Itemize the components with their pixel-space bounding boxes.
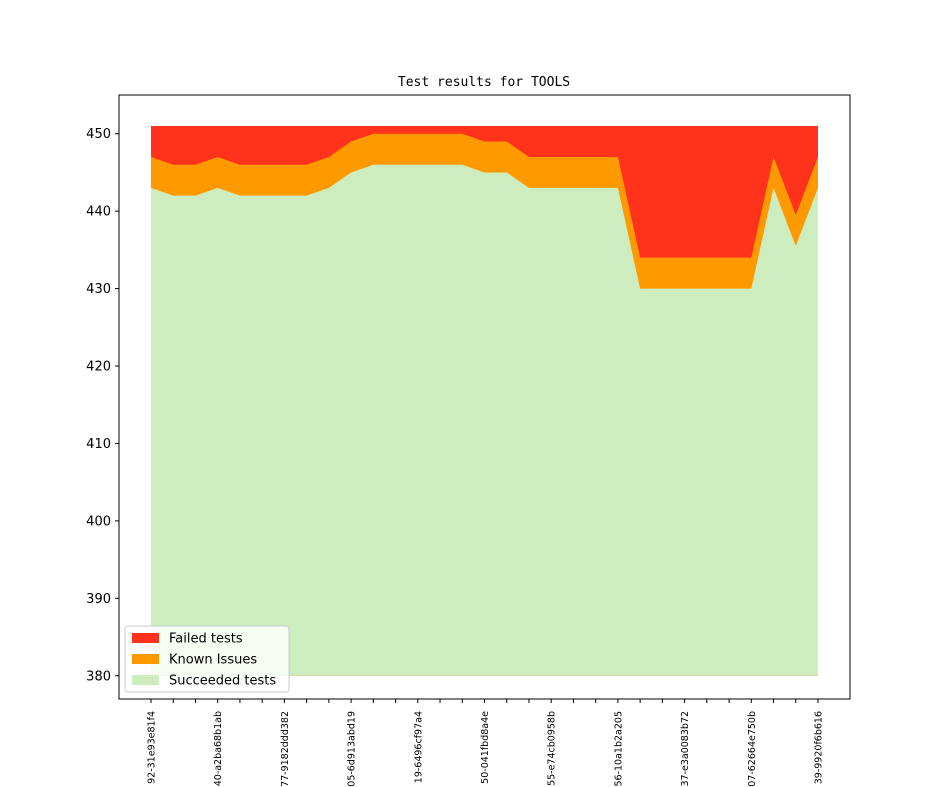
area-series-group bbox=[151, 125, 818, 676]
y-tick-label: 450 bbox=[86, 127, 111, 142]
x-tick-label: 05-6d913abd19 bbox=[347, 711, 358, 787]
chart-title: Test results for TOOLS bbox=[398, 75, 570, 90]
legend-label-failed-tests: Failed tests bbox=[169, 632, 243, 647]
legend-swatch-failed-tests bbox=[132, 633, 159, 643]
legend-label-known-issues: Known Issues bbox=[169, 653, 257, 668]
x-tick-label: 92-31e93e81f4 bbox=[147, 711, 158, 784]
legend-swatch-known-issues bbox=[132, 654, 159, 664]
y-tick-label: 410 bbox=[86, 437, 111, 452]
y-axis: 380 390 400 410 420 430 440 450 bbox=[86, 127, 119, 684]
x-tick-label: 56-10a1b2a205 bbox=[613, 711, 624, 787]
x-tick-label: 40-a2ba68b1ab bbox=[213, 711, 224, 786]
x-tick-label: 50-041fbd8a4e bbox=[480, 711, 491, 784]
x-axis: 92-31e93e81f4 40-a2ba68b1ab 77-9182ddd382 0… bbox=[147, 699, 825, 787]
y-tick-label: 400 bbox=[86, 514, 111, 529]
x-tick-label: 37-e3a0083b72 bbox=[680, 711, 691, 787]
legend-label-succeeded-tests: Succeeded tests bbox=[169, 674, 276, 689]
y-tick-label: 380 bbox=[86, 669, 111, 684]
x-tick-label: 39-9920f6b616 bbox=[814, 711, 825, 784]
x-tick-label: 07-62664e750b bbox=[747, 711, 758, 787]
legend-box bbox=[124, 625, 290, 693]
x-tick-label: 77-9182ddd382 bbox=[280, 711, 291, 787]
y-tick-label: 430 bbox=[86, 282, 111, 297]
y-tick-label: 390 bbox=[86, 592, 111, 607]
legend: Failed tests Known Issues Succeeded tests bbox=[124, 625, 290, 693]
x-tick-label: 19-6496cf97a4 bbox=[413, 711, 424, 783]
y-tick-label: 440 bbox=[86, 205, 111, 220]
legend-swatch-succeeded-tests bbox=[132, 675, 159, 685]
area-succeeded-tests bbox=[151, 164, 818, 676]
x-tick-label: 55-e74cb0958b bbox=[547, 711, 558, 786]
y-tick-label: 420 bbox=[86, 360, 111, 375]
